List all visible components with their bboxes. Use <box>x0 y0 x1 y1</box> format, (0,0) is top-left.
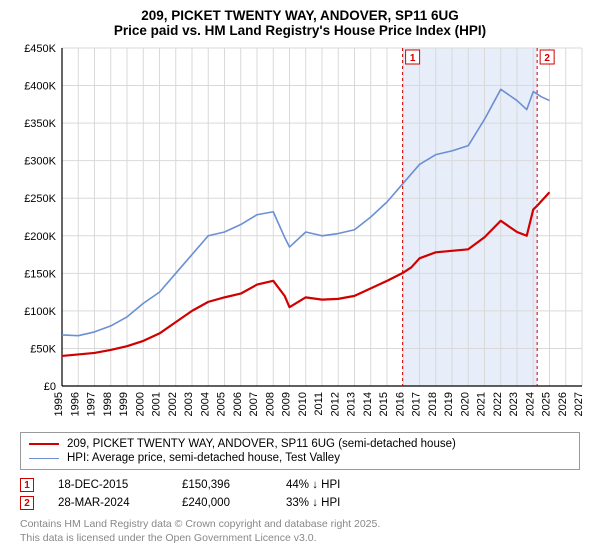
x-tick-label: 1998 <box>102 392 114 416</box>
x-tick-label: 2006 <box>232 392 244 416</box>
x-tick-label: 2007 <box>248 392 260 416</box>
legend-swatch <box>29 458 59 459</box>
x-tick-label: 2013 <box>346 392 358 416</box>
title-line-2: Price paid vs. HM Land Registry's House … <box>10 23 590 38</box>
x-tick-label: 2018 <box>427 392 439 416</box>
x-tick-label: 2021 <box>476 392 488 416</box>
x-tick-label: 1997 <box>86 392 98 416</box>
legend-swatch <box>29 443 59 445</box>
x-tick-label: 2027 <box>573 392 585 416</box>
container: 209, PICKET TWENTY WAY, ANDOVER, SP11 6U… <box>0 0 600 553</box>
sale-marker-label: 2 <box>544 53 550 64</box>
y-tick-label: £0 <box>44 381 56 393</box>
x-tick-label: 2004 <box>199 392 211 416</box>
y-tick-label: £250K <box>24 193 56 205</box>
footer: Contains HM Land Registry data © Crown c… <box>20 518 580 545</box>
x-tick-label: 2001 <box>151 392 163 416</box>
x-tick-label: 2022 <box>492 392 504 416</box>
legend: 209, PICKET TWENTY WAY, ANDOVER, SP11 6U… <box>20 432 580 470</box>
x-tick-label: 1995 <box>53 392 65 416</box>
sale-marker: 1 <box>20 478 34 492</box>
x-tick-label: 2016 <box>394 392 406 416</box>
legend-row: HPI: Average price, semi-detached house,… <box>29 451 571 465</box>
y-tick-label: £350K <box>24 118 56 130</box>
y-tick-label: £450K <box>24 44 56 55</box>
chart-svg: £0 £50K £100K £150K £200K £250K £300K £350K £400… <box>10 44 590 424</box>
y-tick-label: £50K <box>30 343 56 355</box>
x-tick-label: 2009 <box>281 392 293 416</box>
footer-line-2: This data is licensed under the Open Gov… <box>20 532 580 546</box>
sale-price: £150,396 <box>182 479 262 491</box>
x-tick-label: 2015 <box>378 392 390 416</box>
x-tick-label: 2025 <box>541 392 553 416</box>
legend-text: HPI: Average price, semi-detached house,… <box>67 452 340 464</box>
x-tick-label: 2003 <box>183 392 195 416</box>
x-tick-label: 1996 <box>69 392 81 416</box>
x-tick-label: 2020 <box>459 392 471 416</box>
x-tick-label: 2014 <box>362 392 374 416</box>
x-tick-label: 2026 <box>557 392 569 416</box>
x-tick-label: 2023 <box>508 392 520 416</box>
y-tick-label: £100K <box>24 306 56 318</box>
legend-row: 209, PICKET TWENTY WAY, ANDOVER, SP11 6U… <box>29 437 571 451</box>
x-tick-label: 1999 <box>118 392 130 416</box>
sale-price: £240,000 <box>182 497 262 509</box>
x-tick-label: 2000 <box>134 392 146 416</box>
x-tick-label: 2024 <box>524 392 536 416</box>
x-tick-label: 2002 <box>167 392 179 416</box>
title-line-1: 209, PICKET TWENTY WAY, ANDOVER, SP11 6U… <box>10 8 590 23</box>
x-tick-label: 2010 <box>297 392 309 416</box>
y-tick-label: £150K <box>24 268 56 280</box>
sale-date: 18-DEC-2015 <box>58 479 158 491</box>
y-tick-label: £400K <box>24 81 56 93</box>
sale-hpi: 33% ↓ HPI <box>286 497 386 509</box>
legend-text: 209, PICKET TWENTY WAY, ANDOVER, SP11 6U… <box>67 438 456 450</box>
sale-marker-label: 1 <box>410 53 416 64</box>
sales-table: 1 18-DEC-2015 £150,396 44% ↓ HPI 2 28-MAR-202… <box>20 476 580 512</box>
footer-line-1: Contains HM Land Registry data © Crown c… <box>20 518 580 532</box>
y-tick-label: £200K <box>24 231 56 243</box>
sale-date: 28-MAR-2024 <box>58 497 158 509</box>
sale-hpi: 44% ↓ HPI <box>286 479 386 491</box>
y-tick-label: £300K <box>24 156 56 168</box>
x-tick-label: 2011 <box>313 392 325 416</box>
x-tick-label: 2017 <box>411 392 423 416</box>
chart: £0 £50K £100K £150K £200K £250K £300K £350K £400… <box>10 44 590 424</box>
sale-row: 2 28-MAR-2024 £240,000 33% ↓ HPI <box>20 494 580 512</box>
x-tick-label: 2012 <box>329 392 341 416</box>
sale-row: 1 18-DEC-2015 £150,396 44% ↓ HPI <box>20 476 580 494</box>
sale-marker: 2 <box>20 496 34 510</box>
x-tick-label: 2019 <box>443 392 455 416</box>
x-tick-label: 2005 <box>216 392 228 416</box>
x-tick-label: 2008 <box>264 392 276 416</box>
